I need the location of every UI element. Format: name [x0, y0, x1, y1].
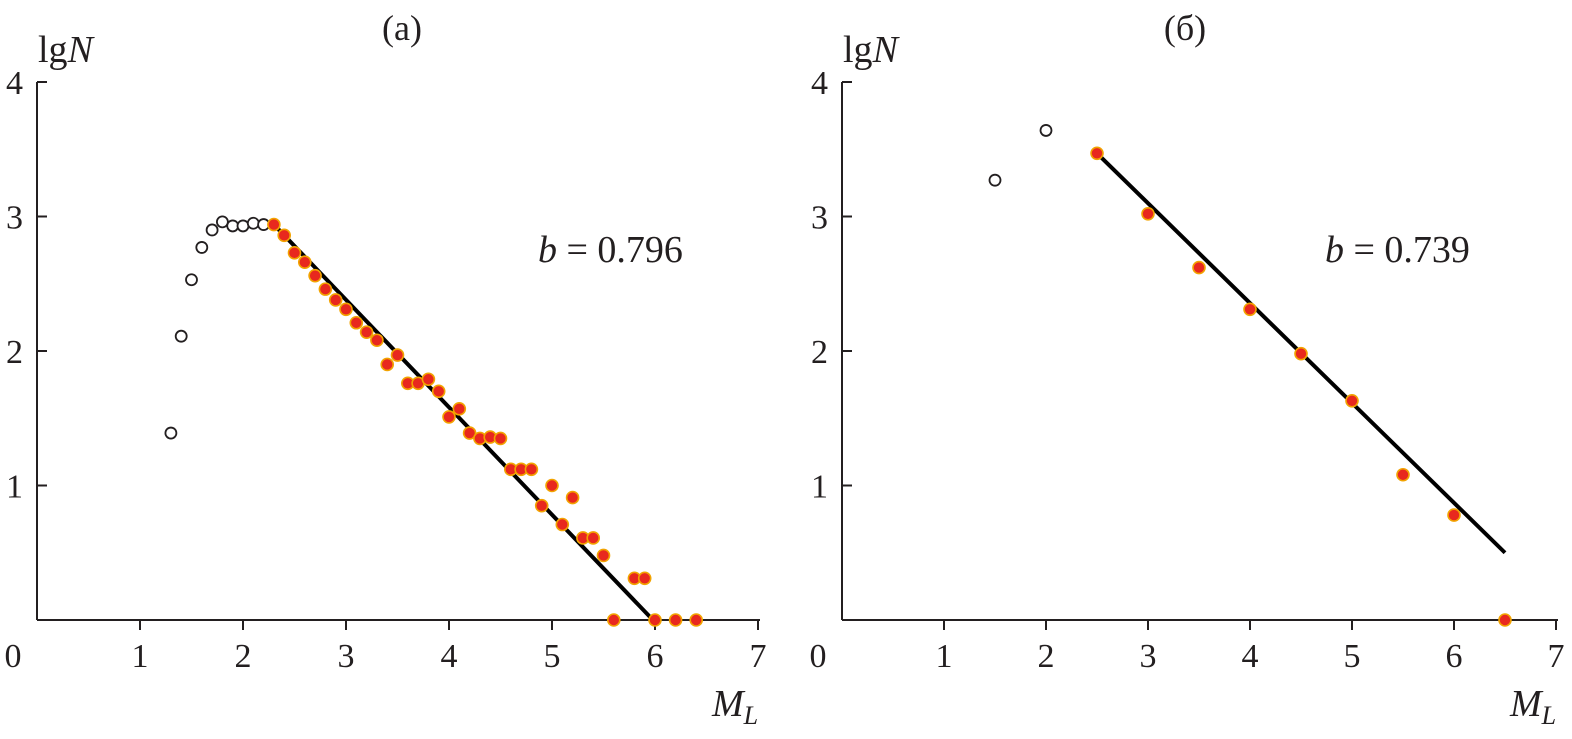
filled-data-point	[421, 372, 436, 387]
filled-data-point	[668, 613, 683, 627]
open-data-point	[226, 219, 240, 233]
y-tick-label: 2	[811, 334, 828, 371]
open-data-point	[988, 173, 1002, 187]
b-value-number: = 0.739	[1344, 229, 1470, 271]
x-axis-label: ML	[1509, 683, 1556, 730]
open-data-point	[215, 215, 229, 229]
x-axis-label-main: M	[1509, 683, 1544, 725]
open-data-point	[246, 216, 260, 230]
b-value-var: b	[538, 229, 557, 271]
filled-data-point	[534, 498, 549, 513]
filled-data-point	[287, 246, 302, 260]
y-axis-label-var: N	[872, 29, 901, 71]
filled-data-point	[606, 613, 621, 627]
open-data-point	[236, 219, 250, 233]
x-tick-label: 1	[132, 638, 149, 675]
filled-data-point	[1192, 260, 1206, 275]
y-axis-label: lgN	[38, 29, 96, 71]
filled-data-point	[452, 402, 467, 416]
filled-data-point	[637, 571, 652, 586]
filled-data-point	[1498, 613, 1512, 627]
b-value-var: b	[1325, 229, 1344, 271]
y-tick-label: 3	[6, 200, 23, 237]
filled-data-point	[1447, 508, 1461, 522]
filled-data-point	[380, 357, 395, 372]
open-data-point	[195, 241, 209, 254]
open-data-point	[205, 223, 219, 237]
x-tick-label: 4	[1242, 638, 1259, 675]
filled-data-point	[1345, 393, 1359, 408]
filled-data-point	[318, 282, 333, 296]
x-axis-label-sub: L	[1541, 701, 1556, 730]
filled-data-point	[689, 613, 704, 627]
b-value-annotation: b = 0.796	[538, 229, 683, 271]
filled-data-point	[462, 426, 477, 440]
filled-data-point	[1090, 146, 1104, 161]
y-tick-label: 2	[6, 334, 23, 371]
y-tick-label: 4	[811, 65, 828, 102]
filled-data-point	[596, 548, 611, 563]
filled-data-point	[1141, 207, 1155, 221]
open-data-point	[1039, 124, 1053, 137]
filled-data-point	[1396, 467, 1410, 482]
filled-data-point	[297, 255, 312, 270]
open-data-point	[185, 273, 198, 287]
filled-data-point	[328, 293, 343, 307]
x-tick-label: 2	[1038, 638, 1055, 675]
open-data-point	[174, 329, 188, 343]
filled-data-point	[277, 228, 292, 243]
y-tick-label: 1	[6, 469, 23, 506]
filled-data-point	[370, 333, 384, 348]
x-tick-label: 7	[750, 638, 767, 675]
filled-data-point	[493, 431, 508, 446]
open-data-point	[164, 426, 178, 440]
x-axis-label-sub: L	[743, 701, 758, 730]
x-tick-label: 1	[936, 638, 953, 675]
x-tick-label: 0	[810, 638, 827, 675]
panel-title: (б)	[1164, 8, 1206, 48]
panel-title: (a)	[382, 8, 422, 48]
filled-data-point	[586, 531, 601, 545]
chart-panel-b: (б) lgN ML b = 0.739 0 1 2 3 4 5 6 7 1 2 3 4	[810, 8, 1565, 730]
x-tick-label: 5	[1344, 638, 1361, 675]
filled-data-point	[267, 217, 281, 232]
x-axis-label: ML	[711, 683, 758, 730]
filled-data-point	[565, 490, 580, 505]
filled-data-point	[359, 325, 374, 339]
filled-data-point	[442, 410, 456, 424]
filled-data-point	[431, 384, 446, 399]
filled-data-point	[1243, 302, 1257, 317]
x-tick-label: 3	[338, 638, 355, 675]
filled-data-point	[1294, 346, 1308, 361]
y-tick-label: 1	[811, 469, 828, 506]
chart-panel-a: (a) lgN ML b = 0.796 0 1 2 3 4 5 6 7 1 2 3 4	[5, 8, 767, 730]
filled-data-point	[349, 315, 364, 330]
x-tick-label: 5	[544, 638, 561, 675]
b-value-annotation: b = 0.739	[1325, 229, 1470, 271]
filled-data-point	[555, 517, 570, 532]
filled-data-point	[390, 348, 405, 362]
filled-data-point	[545, 478, 559, 493]
b-value-number: = 0.796	[557, 229, 683, 271]
y-axis-label: lgN	[843, 29, 901, 71]
filled-data-point	[308, 268, 322, 283]
y-tick-label: 4	[6, 65, 23, 102]
x-axis-label-main: M	[711, 683, 746, 725]
x-tick-label: 7	[1548, 638, 1565, 675]
y-axis-label-prefix: lg	[843, 29, 873, 71]
regression-line	[272, 223, 655, 622]
x-tick-label: 2	[235, 638, 252, 675]
x-tick-label: 6	[1446, 638, 1463, 675]
filled-data-point	[339, 302, 353, 317]
filled-data-point	[524, 462, 539, 477]
y-axis-label-prefix: lg	[38, 29, 68, 71]
x-tick-label: 6	[647, 638, 664, 675]
x-tick-label: 0	[5, 638, 22, 675]
y-tick-label: 3	[811, 200, 828, 237]
x-tick-label: 4	[441, 638, 458, 675]
filled-data-point	[648, 613, 662, 627]
y-axis-label-var: N	[67, 29, 96, 71]
x-tick-label: 3	[1140, 638, 1157, 675]
